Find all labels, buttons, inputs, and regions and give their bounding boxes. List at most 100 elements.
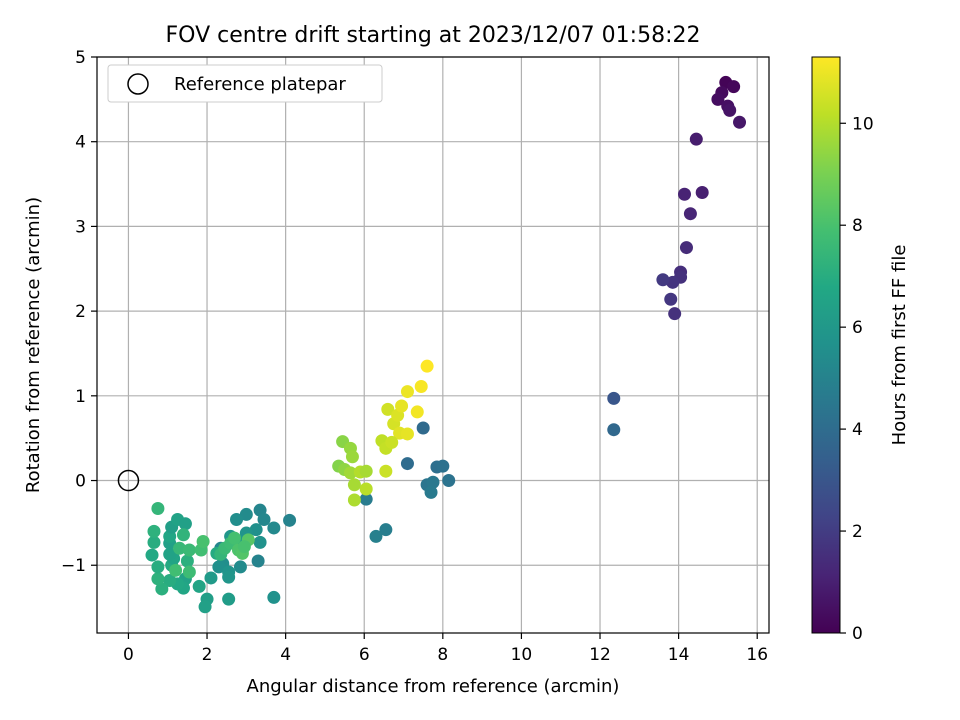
data-point — [176, 528, 190, 542]
x-tick-label: 6 — [359, 645, 370, 665]
data-point — [222, 592, 236, 606]
data-point — [679, 241, 693, 255]
x-axis-ticks: 0 2 4 6 8 10 12 14 16 — [123, 633, 768, 665]
y-tick-label: 1 — [75, 387, 86, 407]
colorbar-tick-label: 0 — [852, 624, 863, 644]
data-point — [666, 275, 680, 289]
data-point — [182, 543, 196, 557]
data-point — [695, 186, 709, 200]
data-point — [656, 273, 670, 287]
data-point — [204, 571, 218, 585]
x-tick-label: 4 — [280, 645, 291, 665]
data-point — [151, 572, 165, 586]
data-point — [379, 523, 393, 537]
data-point — [222, 570, 236, 584]
chart-title: FOV centre drift starting at 2023/12/07 … — [166, 23, 701, 48]
data-points — [145, 75, 747, 614]
data-point — [369, 529, 383, 543]
data-point — [173, 541, 187, 555]
data-point — [607, 391, 621, 405]
data-point — [230, 512, 244, 526]
data-point — [212, 560, 226, 574]
data-point — [668, 307, 682, 321]
data-point — [359, 482, 373, 496]
data-point — [257, 512, 271, 526]
data-point — [381, 402, 395, 416]
x-tick-label: 10 — [511, 645, 533, 665]
data-point — [345, 450, 359, 464]
data-point — [239, 507, 253, 521]
data-point — [151, 560, 165, 574]
data-point — [196, 535, 210, 549]
data-point — [163, 573, 177, 587]
data-point — [155, 582, 169, 596]
data-point — [347, 478, 361, 492]
data-point — [395, 399, 409, 413]
colorbar-tick-label: 10 — [852, 114, 874, 134]
data-point — [198, 600, 212, 614]
y-tick-label: 3 — [75, 217, 86, 237]
x-tick-label: 0 — [123, 645, 134, 665]
data-point — [359, 492, 373, 506]
data-point — [727, 80, 741, 94]
data-point — [359, 464, 373, 478]
legend-marker-icon — [127, 73, 149, 95]
data-point — [192, 579, 206, 593]
data-point — [689, 132, 703, 146]
data-point — [253, 535, 267, 549]
data-point — [410, 405, 424, 419]
legend-entry: Reference platepar — [174, 74, 346, 95]
data-point — [607, 423, 621, 437]
x-tick-label: 12 — [589, 645, 611, 665]
x-axis-label: Angular distance from reference (arcmin) — [247, 676, 620, 697]
data-point — [414, 380, 428, 394]
reference-marker — [117, 469, 140, 492]
data-point — [145, 548, 159, 562]
data-point — [420, 359, 434, 373]
x-tick-label: 16 — [746, 645, 768, 665]
x-tick-label: 8 — [437, 645, 448, 665]
data-point — [251, 554, 265, 568]
data-point — [436, 459, 450, 473]
data-point — [182, 565, 196, 579]
data-point — [400, 385, 414, 399]
data-point — [400, 427, 414, 441]
data-point — [416, 421, 430, 435]
data-point — [723, 103, 737, 117]
legend: Reference platepar — [107, 64, 383, 103]
y-tick-label: 0 — [75, 472, 86, 492]
colorbar-tick-label: 6 — [852, 318, 863, 338]
colorbar-tick-label: 8 — [852, 216, 863, 236]
data-point — [379, 464, 393, 478]
data-point — [426, 475, 440, 489]
colorbar-ticks: 0 2 4 6 8 10 — [840, 114, 874, 644]
data-point — [400, 457, 414, 471]
data-point — [343, 466, 357, 480]
y-tick-label: 4 — [75, 133, 86, 153]
data-point — [664, 292, 678, 306]
data-point — [711, 92, 725, 106]
y-axis-ticks: −1 0 1 2 3 4 5 — [61, 48, 97, 576]
reference-point — [117, 469, 140, 492]
x-tick-label: 2 — [202, 645, 213, 665]
y-tick-label: 5 — [75, 48, 86, 68]
data-point — [733, 115, 747, 129]
data-point — [178, 517, 192, 531]
data-point — [442, 474, 456, 488]
data-point — [228, 531, 242, 545]
grid-lines — [97, 56, 769, 633]
data-point — [169, 563, 183, 577]
data-point — [163, 547, 177, 561]
data-point — [180, 554, 194, 568]
data-point — [267, 590, 281, 604]
data-point — [683, 207, 697, 221]
data-point — [385, 435, 399, 449]
data-point — [678, 187, 692, 201]
y-tick-label: −1 — [61, 556, 86, 576]
data-point — [147, 535, 161, 549]
y-axis-label: Rotation from reference (arcmin) — [23, 197, 44, 493]
legend-box — [107, 64, 383, 103]
colorbar-tick-label: 2 — [852, 522, 863, 542]
data-point — [347, 493, 361, 507]
